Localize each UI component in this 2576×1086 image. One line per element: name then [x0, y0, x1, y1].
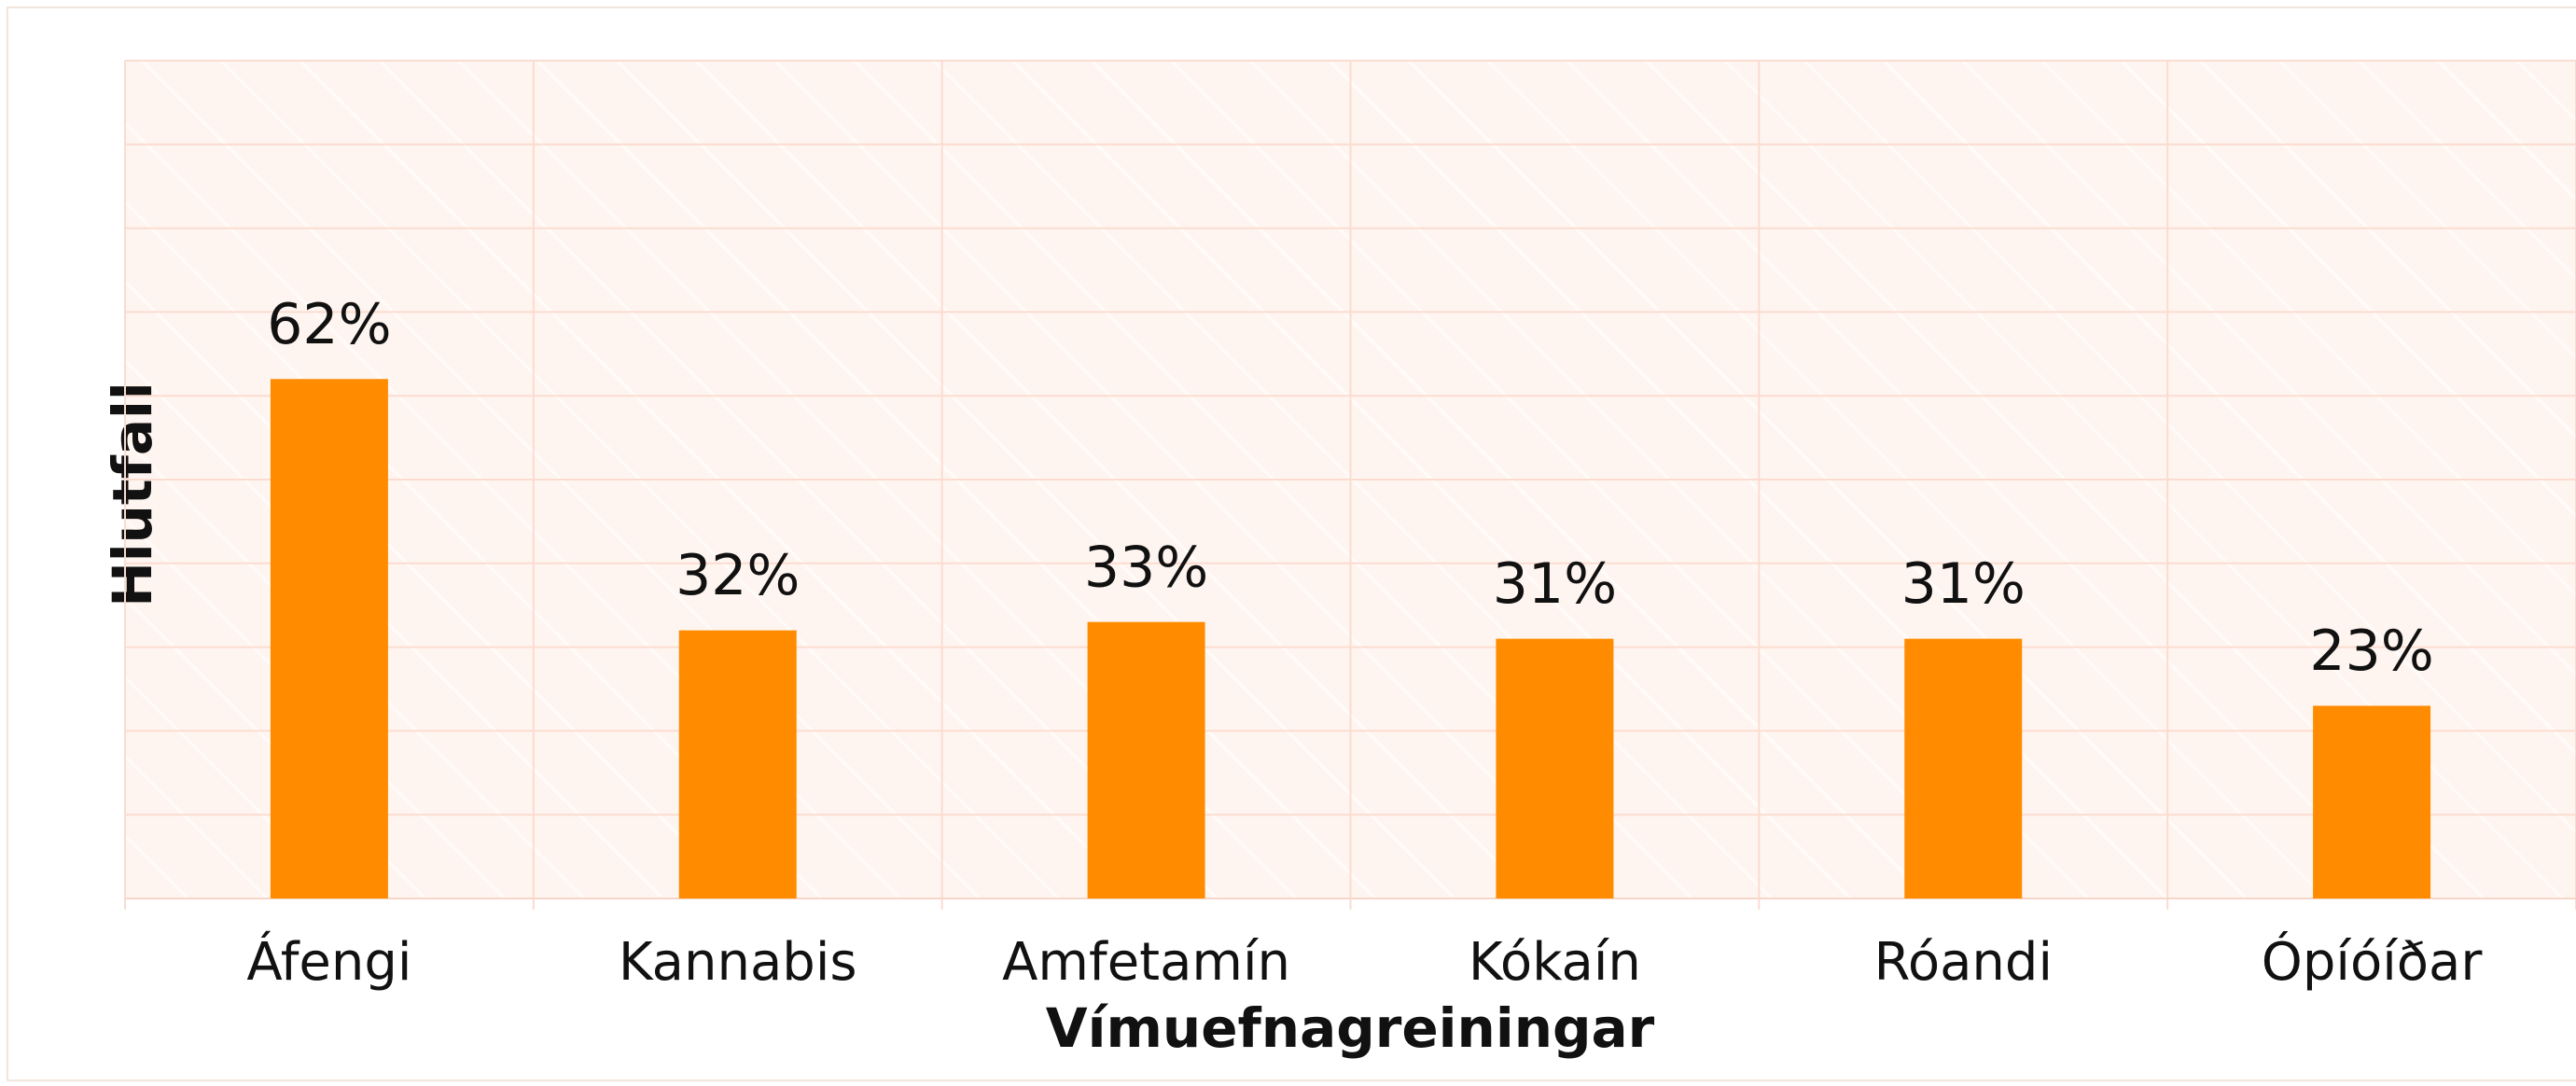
x-tick-label: Kannabis [619, 932, 857, 993]
bar [678, 630, 797, 898]
data-label: 32% [675, 543, 800, 608]
x-axis-title: Vímuefnagreiningar [1046, 996, 1655, 1060]
x-tick-label: Amfetamín [1002, 932, 1290, 993]
x-tick-label: Róandi [1873, 932, 2053, 993]
bar [270, 379, 388, 898]
x-tick-label: Kókaín [1469, 932, 1641, 993]
bar [1496, 638, 1614, 898]
data-label: 31% [1901, 551, 2026, 617]
data-label: 62% [267, 292, 391, 357]
bar [1087, 621, 1205, 898]
bar [1904, 638, 2023, 898]
data-label: 31% [1493, 551, 1617, 617]
x-tick-label: Áfengi [246, 932, 411, 993]
x-tick-label: Ópíóíðar [2262, 932, 2484, 993]
bar [2313, 705, 2431, 898]
y-axis-title: Hlutfall [101, 382, 164, 607]
data-label: 23% [2309, 619, 2433, 684]
data-label: 33% [1084, 535, 1208, 600]
